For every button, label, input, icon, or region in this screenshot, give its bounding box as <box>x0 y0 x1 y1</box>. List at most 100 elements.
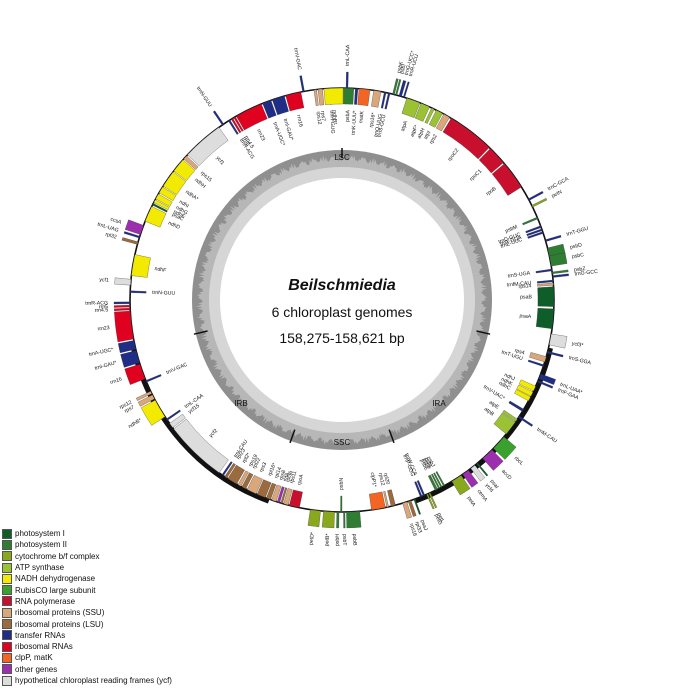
gene-ndhc-43 <box>514 389 531 402</box>
gene-ndhj-41 <box>518 379 536 392</box>
legend-swatch <box>2 528 12 539</box>
gene-rpl14-79 <box>266 482 277 500</box>
gene-rps14-32 <box>537 282 554 287</box>
center-title-block: Beilschmiedia 6 chloroplast genomes 158,… <box>272 277 413 346</box>
legend-swatch <box>2 675 12 686</box>
gene-label-54: psbJ <box>425 456 436 469</box>
gene-ycf15-88 <box>169 413 186 428</box>
gene-label-71: psbH <box>335 534 341 546</box>
gene-petd-73 <box>307 509 321 527</box>
gene-psbe-57 <box>428 474 438 491</box>
center-disc <box>220 178 464 422</box>
gene-rbcl-48 <box>493 436 517 460</box>
region-tick-1 <box>476 330 491 335</box>
legend-label: other genes <box>15 664 58 674</box>
gene-peta-53 <box>451 475 471 496</box>
gene-label-29: psbZ <box>574 266 586 273</box>
gene-label-62: psaJ <box>419 519 429 532</box>
legend-item: hypothetical chloroplast reading frames … <box>2 675 202 686</box>
gene-rps7-126 <box>317 88 325 106</box>
legend-swatch <box>2 596 12 607</box>
gene-label-14: atpI <box>423 130 432 140</box>
gene-trngucc-9 <box>398 80 407 97</box>
gene-rpl16-80 <box>256 479 272 498</box>
gene-infa-77 <box>277 486 285 503</box>
gene-label-95: trnI-GAU* <box>94 360 117 372</box>
gene-label-101: trnN-GUU <box>152 290 176 297</box>
gene-rps19-83 <box>237 470 249 487</box>
gene-trnracg-100 <box>113 301 131 305</box>
legend-swatch <box>2 630 12 641</box>
gene-label-110: ndhG <box>175 205 189 216</box>
gene-rpoc2-16 <box>442 118 490 160</box>
gene-label-32: rps14 <box>518 283 532 290</box>
gene-rps18-64 <box>402 501 412 519</box>
gene-trnvuac-44 <box>508 400 524 412</box>
gene-psba-0 <box>343 87 354 105</box>
gene-trnwcca-60 <box>416 480 426 497</box>
gene-ycf4-51 <box>470 465 486 482</box>
gene-accd-49 <box>482 449 504 471</box>
gene-rrn4.5-98 <box>114 307 131 311</box>
gene-psbf-56 <box>431 473 441 489</box>
legend-label: cytochrome b/f complex <box>15 551 100 561</box>
region-tick-4 <box>193 330 208 335</box>
gene-trnluag-105 <box>123 231 141 239</box>
gene-label-51: ycf4 <box>484 483 495 494</box>
gene-label-104: rpl32 <box>105 232 118 241</box>
legend-swatch <box>2 539 12 550</box>
gene-label-31: trnfM-CAU <box>507 280 532 288</box>
gene-ndhi-111 <box>158 186 177 202</box>
gene-label-126: rps7 <box>319 111 326 122</box>
gene-psbc-27 <box>549 252 568 267</box>
gene-trnlcaa-89 <box>166 409 181 421</box>
gene-label-28: trnS-UGA <box>507 270 531 279</box>
gene-rps3-81 <box>246 475 263 495</box>
legend-item: ribosomal proteins (LSU) <box>2 618 202 630</box>
gene-atpi-14 <box>428 109 443 128</box>
gene-label-108: psaC <box>171 212 185 223</box>
legend-swatch <box>2 652 12 663</box>
gene-label-53: petA <box>466 495 477 508</box>
gene-label-35: ycf3* <box>571 341 583 349</box>
gene-label-92: rps12 <box>119 400 133 411</box>
legend-swatch <box>2 562 12 573</box>
legend-label: transfer RNAs <box>15 630 66 640</box>
gene-ccsa-106 <box>124 219 144 235</box>
gene-rpoc1-17 <box>478 148 504 174</box>
gene-label-34: psaA <box>519 313 532 320</box>
gene-label-0: psbA <box>345 109 351 122</box>
region-tick-2 <box>388 429 395 444</box>
gene-trnracg-117 <box>228 119 239 135</box>
gene-label-72: petB* <box>324 533 331 546</box>
gene-ndhf-103 <box>131 254 151 278</box>
legend-label: RubisCO large subunit <box>15 585 96 595</box>
gene-label-100: trnR-ACG <box>85 300 108 306</box>
gene-label-98: rrn4.5 <box>95 307 109 314</box>
gene-label-116: trnN-GUU <box>195 86 213 109</box>
gene-rpob-18 <box>491 163 522 196</box>
gene-ndhe-109 <box>153 199 170 211</box>
legend-swatch <box>2 619 12 630</box>
gene-label-58: petL <box>436 512 446 524</box>
gene-label-123: rrn16 <box>295 114 304 127</box>
gene-rrn5-118 <box>231 118 242 134</box>
organism-name: Beilschmiedia <box>288 277 396 294</box>
gene-psbl-55 <box>433 472 443 488</box>
gene-rrn16-123 <box>285 91 305 112</box>
gene-ndha-112 <box>162 171 187 195</box>
gene-label-66: rps12 <box>377 472 386 486</box>
genome-count: 6 chloroplast genomes <box>272 304 413 320</box>
gene-label-96: trnA-UGC* <box>88 347 114 358</box>
gene-rps7-91 <box>137 394 155 407</box>
gene-trntggu-25 <box>545 235 562 242</box>
region-label-lsc: LSC <box>334 153 350 162</box>
legend-swatch <box>2 641 12 652</box>
gene-label-87: ycf2 <box>208 428 219 439</box>
gene-label-124: trnV-GAC <box>292 48 302 71</box>
gene-label-85: rpl23 <box>236 448 247 461</box>
gene-rps2-15 <box>435 113 450 132</box>
gene-label-49: accD <box>500 468 513 481</box>
gene-label-27: psbC <box>572 252 585 260</box>
gene-petb-72 <box>321 511 335 529</box>
